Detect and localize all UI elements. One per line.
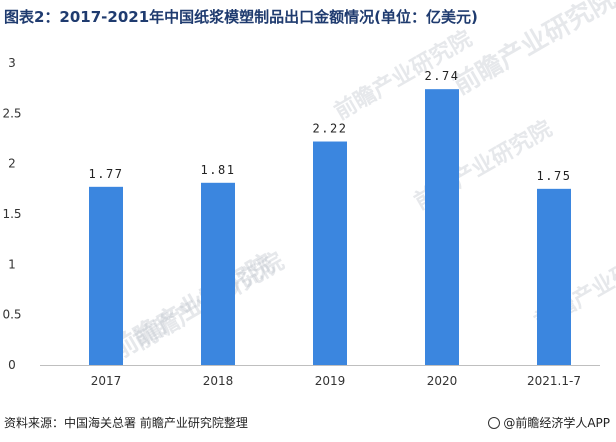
brand-text: @前瞻经济学人APP [503, 416, 610, 430]
axes: 0 0.5 1 1.5 2 2.5 3 [2, 56, 600, 372]
y-tick-label: 3 [8, 56, 16, 70]
data-labels: 1.77 2017 1.81 2018 2.22 2019 2.74 2020 1.75 2021… [89, 69, 581, 388]
bar-2021.1-7 [537, 188, 571, 365]
data-label: 1.75 [537, 169, 572, 183]
bar-2018 [201, 182, 235, 365]
bar-2020 [425, 89, 459, 365]
y-tick-label: 0.5 [2, 308, 21, 322]
x-tick-label: 2019 [315, 374, 346, 388]
bar-2019 [313, 141, 347, 365]
y-tick-label: 2 [8, 157, 16, 171]
source-note: 资料来源：中国海关总署 前瞻产业研究院整理 [4, 416, 248, 430]
y-tick-label: 1 [8, 257, 16, 271]
brand-logo-icon [488, 417, 501, 429]
y-tick-label: 1.5 [2, 207, 21, 221]
x-tick-label: 2018 [203, 374, 234, 388]
bar-2017 [89, 186, 123, 365]
data-label: 2.74 [425, 69, 460, 83]
x-tick-label: 2021.1-7 [527, 374, 581, 388]
x-tick-label: 2017 [91, 374, 122, 388]
y-tick-label: 2.5 [2, 106, 21, 120]
data-label: 2.22 [313, 122, 348, 136]
watermark-text: 前瞻产业研究院 [448, 0, 616, 101]
brand-credit: @前瞻经济学人APP [488, 414, 610, 431]
data-label: 1.77 [89, 167, 124, 181]
data-label: 1.81 [201, 163, 236, 177]
bars [89, 89, 571, 365]
x-tick-label: 2020 [427, 374, 458, 388]
chart-title: 图表2：2017-2021年中国纸浆模塑制品出口金额情况(单位：亿美元) [4, 8, 478, 26]
y-tick-label: 0 [8, 358, 16, 372]
